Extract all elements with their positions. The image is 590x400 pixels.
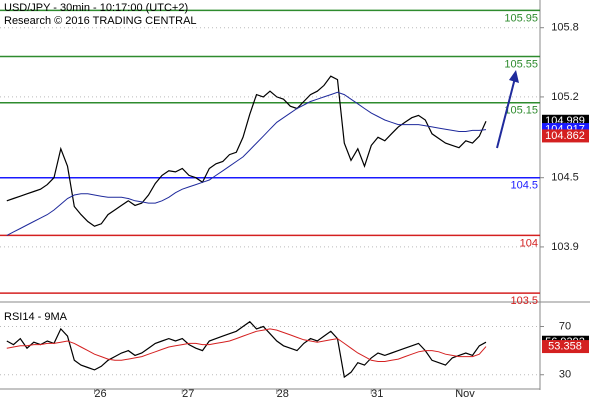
price-tag: [542, 340, 589, 354]
x-tick-label: 27: [182, 388, 194, 400]
series-line: [6, 320, 487, 379]
series-line: [6, 328, 487, 362]
series-line: [6, 75, 487, 227]
forecast-arrow: [496, 77, 516, 149]
price-tag: [542, 129, 589, 143]
price-tag-label: 53.358: [548, 340, 582, 352]
chart-title: USD/JPY - 30min - 10:17:00 (UTC+2): [4, 2, 188, 14]
x-tick-label: 26: [94, 388, 106, 400]
level-label: 103.5: [510, 295, 538, 307]
y-tick-label: 105.2: [551, 91, 579, 103]
level-label: 105.55: [504, 58, 538, 70]
series-line: [6, 91, 487, 236]
y-tick-label: 104.5: [551, 172, 579, 184]
chart-subtitle: Research © 2016 TRADING CENTRAL: [4, 15, 197, 27]
arrow-head: [509, 70, 519, 83]
y-tick-label: 103.9: [551, 241, 579, 253]
rsi-title: RSI14 - 9MA: [4, 311, 68, 323]
level-label: 104: [520, 237, 538, 249]
y-tick-label: 30: [559, 369, 571, 381]
y-tick-label: 70: [559, 320, 571, 332]
level-label: 104.5: [510, 180, 538, 192]
y-tick-label: 105.8: [551, 22, 579, 34]
plot-layer: 103.9 104.5 105.2 105.8 105.95 105.55 105.15 10…: [0, 9, 589, 400]
x-tick-label: 28: [277, 388, 289, 400]
x-tick-label: 31: [371, 388, 383, 400]
price-tag-label: 104.862: [545, 130, 585, 142]
x-tick-label: Nov: [455, 388, 475, 400]
level-label: 105.95: [504, 12, 538, 24]
level-label: 105.15: [504, 105, 538, 117]
